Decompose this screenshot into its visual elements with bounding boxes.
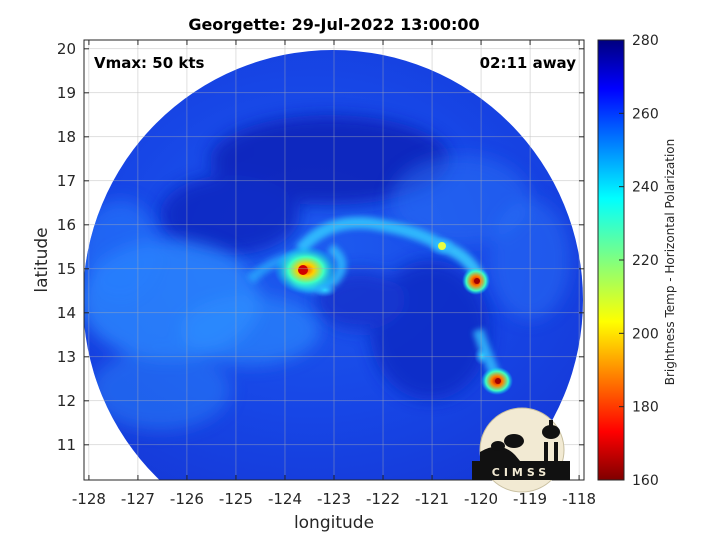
- colorbar-ticks: 280 260 240 220 200 180 160: [619, 33, 659, 489]
- colorbar-tick-label: 160: [632, 473, 659, 489]
- x-tick-label: -119: [513, 490, 547, 508]
- x-tick-label: -120: [464, 490, 498, 508]
- colorbar-label: Brightness Temp - Horizontal Polarizatio…: [663, 139, 677, 386]
- cimss-logo: CIMSS: [472, 407, 570, 493]
- x-tick-label: -121: [415, 490, 449, 508]
- y-tick-label: 11: [57, 436, 76, 454]
- colorbar-tick-label: 220: [632, 253, 659, 269]
- y-tick-label: 14: [57, 304, 76, 322]
- x-tick-label: -124: [268, 490, 302, 508]
- y-tick-label: 18: [57, 128, 76, 146]
- colorbar-tick-label: 200: [632, 326, 659, 342]
- x-tick-label: -128: [72, 490, 106, 508]
- colorbar-tick-label: 280: [632, 33, 659, 49]
- y-tick-label: 16: [57, 216, 76, 234]
- x-tick-label: -123: [317, 490, 351, 508]
- x-tick-label: -126: [170, 490, 204, 508]
- colorbar-tick-label: 240: [632, 180, 659, 196]
- y-tick-label: 20: [57, 40, 76, 58]
- vmax-label: Vmax: 50 kts: [94, 54, 204, 72]
- plot-title: Georgette: 29-Jul-2022 13:00:00: [188, 15, 479, 34]
- time-away-label: 02:11 away: [480, 54, 577, 72]
- y-tick-label: 17: [57, 172, 76, 190]
- x-tick-label: -125: [219, 490, 253, 508]
- logo-text: CIMSS: [492, 466, 550, 479]
- axis-ticks: -128 -127 -126 -125 -124 -123 -122 -121 -120 -119…: [57, 40, 596, 508]
- x-tick-label: -118: [562, 490, 596, 508]
- colorbar-tick-label: 180: [632, 400, 659, 416]
- y-tick-label: 13: [57, 348, 76, 366]
- y-tick-label: 15: [57, 260, 76, 278]
- y-tick-label: 19: [57, 84, 76, 102]
- brightness-temp-swath: [84, 50, 583, 480]
- x-axis-label: longitude: [294, 513, 374, 533]
- x-tick-label: -127: [121, 490, 155, 508]
- colorbar-tick-label: 260: [632, 106, 659, 122]
- y-axis-label: latitude: [32, 227, 52, 292]
- y-tick-label: 12: [57, 392, 76, 410]
- x-tick-label: -122: [366, 490, 400, 508]
